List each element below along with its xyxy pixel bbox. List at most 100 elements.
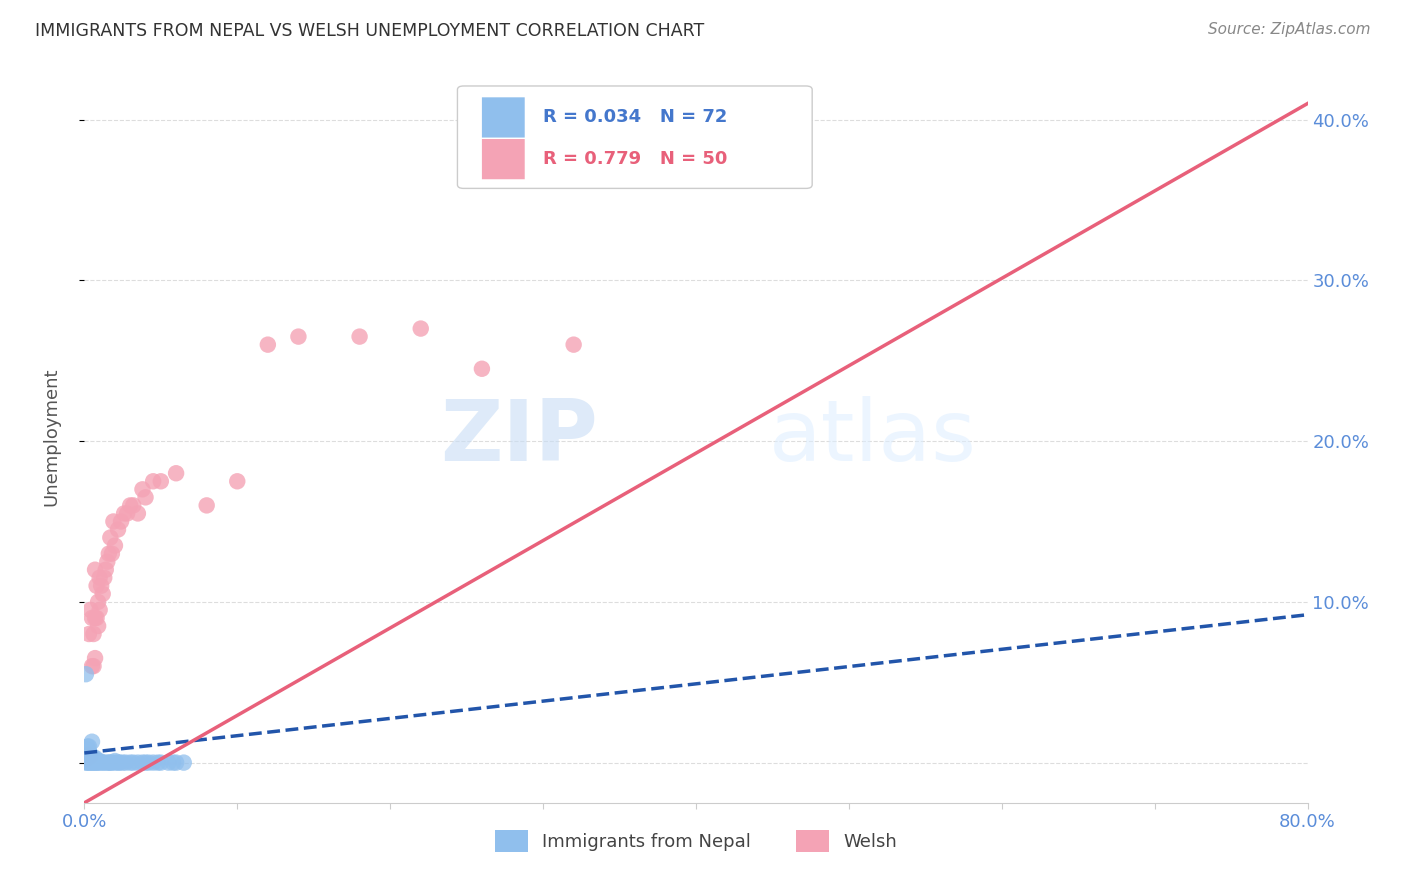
Point	[80, 756, 103, 770]
Point	[93, 571, 115, 585]
Point	[76, 739, 98, 754]
Point	[173, 756, 195, 770]
Point	[96, 555, 118, 569]
Point	[77, 747, 100, 762]
Point	[76, 752, 98, 766]
Point	[83, 756, 105, 770]
Point	[122, 756, 145, 770]
Point	[409, 321, 432, 335]
Point	[138, 756, 160, 770]
Point	[654, 145, 676, 159]
Point	[80, 659, 103, 673]
Point	[87, 756, 110, 770]
Point	[101, 756, 124, 770]
Text: atlas: atlas	[769, 395, 977, 479]
Point	[89, 754, 111, 768]
Text: IMMIGRANTS FROM NEPAL VS WELSH UNEMPLOYMENT CORRELATION CHART: IMMIGRANTS FROM NEPAL VS WELSH UNEMPLOYM…	[35, 22, 704, 40]
Point	[77, 747, 100, 762]
Point	[226, 475, 249, 489]
Point	[122, 499, 145, 513]
Point	[107, 523, 129, 537]
Point	[93, 756, 115, 770]
Point	[77, 739, 100, 754]
Point	[84, 754, 107, 768]
Point	[89, 756, 111, 770]
Point	[87, 595, 110, 609]
Point	[91, 587, 114, 601]
Point	[86, 754, 108, 768]
Point	[75, 747, 97, 762]
Point	[76, 747, 98, 762]
Point	[104, 756, 127, 770]
Point	[90, 579, 112, 593]
Point	[79, 749, 101, 764]
Point	[562, 337, 585, 351]
Point	[162, 756, 184, 770]
Point	[83, 659, 105, 673]
Point	[76, 751, 98, 765]
Point	[84, 651, 107, 665]
Point	[103, 515, 125, 529]
Point	[79, 747, 101, 762]
Point	[98, 531, 121, 545]
Point	[79, 603, 101, 617]
Point	[101, 547, 124, 561]
Point	[108, 756, 131, 770]
Point	[86, 756, 108, 770]
Point	[135, 756, 157, 770]
Point	[80, 735, 103, 749]
Point	[127, 756, 149, 770]
Point	[86, 579, 108, 593]
Point	[75, 754, 97, 768]
Point	[165, 467, 187, 481]
Point	[97, 756, 120, 770]
Point	[110, 515, 132, 529]
Point	[75, 743, 97, 757]
Point	[257, 337, 280, 351]
Point	[165, 756, 187, 770]
Point	[135, 491, 157, 505]
Point	[75, 749, 97, 764]
Point	[77, 751, 100, 765]
Point	[80, 611, 103, 625]
Point	[84, 751, 107, 765]
Point	[142, 756, 165, 770]
Point	[84, 611, 107, 625]
Point	[104, 754, 127, 768]
Legend: Immigrants from Nepal, Welsh: Immigrants from Nepal, Welsh	[488, 823, 904, 860]
Point	[131, 483, 153, 497]
Point	[79, 751, 101, 765]
Point	[287, 329, 309, 343]
Point	[112, 507, 135, 521]
Point	[149, 475, 172, 489]
Text: ZIP: ZIP	[440, 395, 598, 479]
Point	[76, 746, 98, 760]
Text: R = 0.779   N = 50: R = 0.779 N = 50	[543, 150, 727, 168]
Point	[157, 756, 180, 770]
Point	[89, 571, 111, 585]
Point	[120, 499, 142, 513]
Point	[89, 603, 111, 617]
Point	[76, 751, 98, 765]
Point	[104, 539, 127, 553]
Point	[120, 756, 142, 770]
FancyBboxPatch shape	[482, 97, 524, 137]
Point	[80, 754, 103, 768]
Point	[77, 754, 100, 768]
Point	[142, 475, 165, 489]
Point	[471, 361, 494, 376]
Point	[149, 756, 172, 770]
Point	[96, 756, 118, 770]
Point	[77, 627, 100, 641]
Point	[80, 752, 103, 766]
Point	[127, 507, 149, 521]
Point	[87, 754, 110, 768]
Point	[107, 756, 129, 770]
Point	[79, 752, 101, 766]
Point	[84, 756, 107, 770]
Point	[75, 667, 97, 681]
Point	[75, 746, 97, 760]
Point	[84, 563, 107, 577]
Y-axis label: Unemployment: Unemployment	[42, 368, 60, 507]
Point	[75, 744, 97, 758]
